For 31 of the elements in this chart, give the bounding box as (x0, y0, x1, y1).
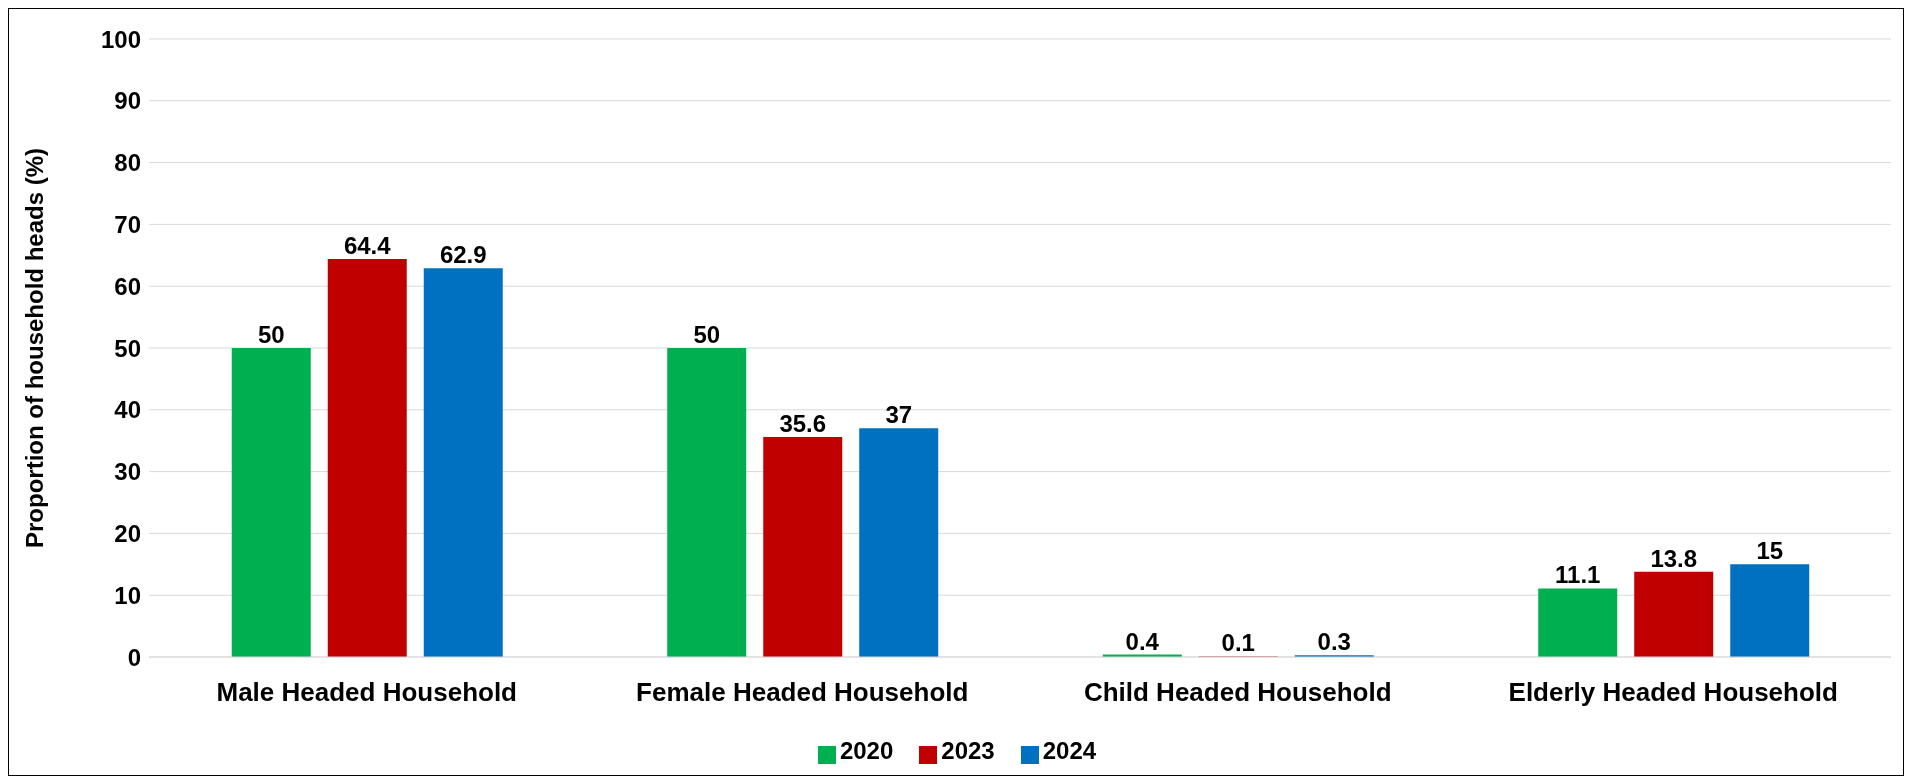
y-tick-label: 0 (127, 643, 141, 671)
data-label: 50 (257, 321, 285, 348)
y-tick-label: 20 (114, 519, 141, 547)
y-tick-label: 90 (114, 87, 141, 115)
y-tick-label: 40 (114, 396, 141, 424)
legend-label: 2023 (941, 737, 995, 764)
y-tick-label: 50 (114, 334, 141, 362)
data-label: 15 (1756, 537, 1784, 565)
y-tick-label: 60 (114, 272, 141, 300)
legend-label: 2020 (839, 737, 894, 764)
x-tick-label: Male Headed Household (216, 677, 517, 708)
data-label: 0.3 (1317, 628, 1351, 656)
x-tick-label: Child Headed Household (1083, 677, 1392, 708)
data-label: 0.1 (1221, 629, 1255, 657)
data-label: 11.1 (1555, 561, 1601, 589)
data-label: 35.6 (779, 409, 827, 437)
data-label: 64.4 (343, 232, 392, 260)
x-tick-label: Female Headed Household (636, 677, 969, 708)
data-label: 13.8 (1650, 544, 1698, 572)
data-label: 50 (693, 321, 721, 348)
data-label: 0.4 (1125, 627, 1160, 655)
y-tick-label: 100 (100, 25, 141, 53)
data-label: 37 (885, 401, 913, 429)
x-tick-label: Elderly Headed Household (1508, 677, 1838, 708)
legend-label: 2024 (1042, 737, 1097, 764)
y-axis-title: Proportion of household heads (%) (20, 148, 48, 548)
y-tick-label: 10 (114, 581, 141, 609)
y-tick-label: 70 (114, 210, 141, 238)
y-tick-label: 80 (114, 149, 141, 177)
data-label: 62.9 (439, 241, 487, 269)
y-tick-label: 30 (114, 458, 141, 486)
